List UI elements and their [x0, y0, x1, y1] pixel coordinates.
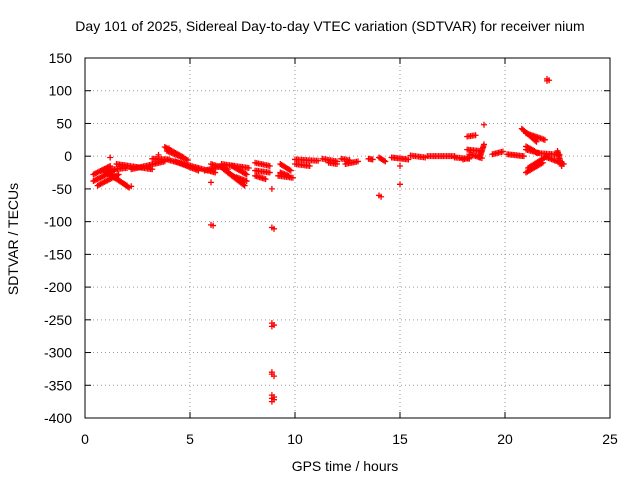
x-tick-label: 25 — [602, 431, 618, 447]
y-tick-label: -100 — [44, 214, 72, 230]
y-axis-label: SDTVAR / TECUs — [5, 183, 21, 295]
y-tick-label: 100 — [49, 83, 73, 99]
x-tick-labels: 0 5 10 15 20 25 — [81, 431, 618, 447]
data-point — [286, 166, 293, 173]
data-point — [499, 148, 506, 155]
data-point — [271, 373, 277, 380]
data-point — [334, 161, 340, 168]
data-point — [355, 158, 361, 165]
data-point — [397, 163, 403, 169]
y-tick-label: -300 — [44, 345, 72, 361]
x-tick-label: 0 — [81, 431, 89, 447]
data-point — [242, 170, 249, 177]
y-tick-label: 0 — [64, 148, 72, 164]
data-point — [268, 185, 275, 192]
axis-ticks — [84, 57, 611, 419]
data-point — [481, 121, 487, 128]
data-point — [128, 183, 135, 190]
data-point — [306, 163, 313, 169]
data-point — [289, 174, 296, 181]
data-point — [271, 396, 277, 403]
data-point — [546, 77, 553, 84]
y-tick-label: 50 — [56, 115, 72, 131]
y-tick-label: -350 — [44, 377, 72, 393]
data-point — [472, 132, 479, 139]
x-tick-label: 15 — [392, 431, 408, 447]
chart-title: Day 101 of 2025, Sidereal Day-to-day VTE… — [75, 18, 584, 34]
data-point — [243, 178, 250, 185]
data-point — [381, 157, 388, 164]
data-point — [397, 181, 403, 188]
data-point — [243, 171, 250, 178]
data-point — [241, 182, 248, 189]
data-point — [405, 156, 412, 163]
x-tick-label: 20 — [497, 431, 513, 447]
y-tick-label: -400 — [44, 410, 72, 426]
data-point — [245, 164, 252, 171]
data-point — [315, 157, 322, 164]
data-point — [541, 136, 548, 143]
data-point — [266, 169, 273, 176]
data-point — [481, 141, 487, 148]
data-point — [266, 163, 273, 169]
data-point — [378, 193, 385, 200]
x-axis-label: GPS time / hours — [292, 458, 399, 474]
y-tick-label: -250 — [44, 312, 72, 328]
plot-frame — [84, 57, 611, 419]
data-point — [382, 158, 389, 165]
x-tick-label: 10 — [287, 431, 303, 447]
data-point — [262, 176, 269, 183]
y-tick-label: 150 — [49, 50, 73, 66]
data-point — [558, 163, 565, 169]
data-point — [287, 167, 294, 174]
data-point — [210, 222, 217, 229]
data-point — [107, 154, 114, 161]
data-point — [369, 156, 376, 163]
grid-lines — [85, 58, 610, 418]
data-point — [271, 225, 277, 232]
y-tick-labels: 150 100 50 0 -50 -100 -150 -200 -250 -300 -350 -400 — [44, 50, 72, 426]
data-point — [155, 151, 162, 158]
x-tick-label: 5 — [186, 431, 194, 447]
data-point — [166, 145, 172, 152]
y-tick-label: -200 — [44, 279, 72, 295]
data-point — [520, 153, 527, 160]
data-point — [271, 322, 277, 329]
y-tick-label: -150 — [44, 246, 72, 262]
data-points — [90, 75, 567, 405]
data-point — [208, 179, 214, 186]
data-point — [115, 171, 122, 178]
y-tick-label: -50 — [52, 181, 72, 197]
